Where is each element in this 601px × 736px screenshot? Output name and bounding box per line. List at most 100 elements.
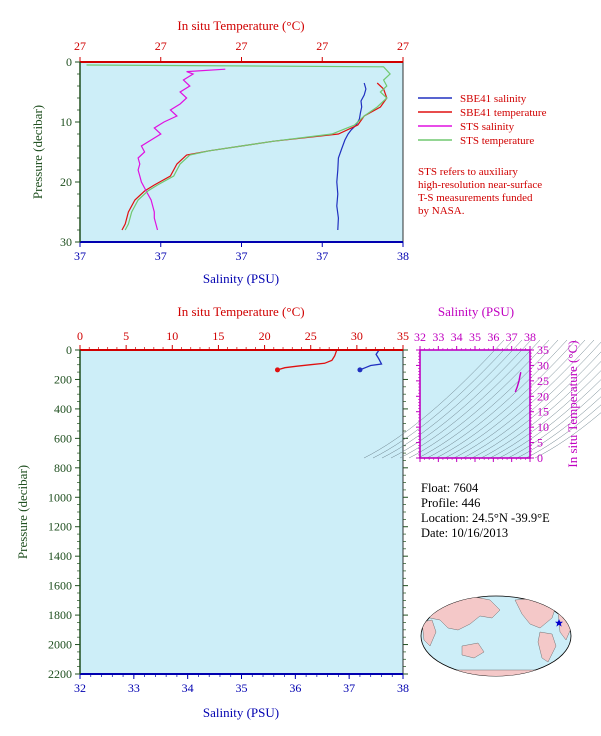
bottom-salinity-end-marker (357, 367, 363, 373)
ts-sal-tick-label: 37 (506, 330, 518, 344)
bottom-pressure-tick-label: 1400 (48, 549, 72, 563)
ts-density-contour (498, 379, 601, 459)
profile-date: Date: 10/16/2013 (421, 526, 509, 540)
ts-temp-tick-label: 25 (537, 374, 549, 388)
bottom-sal-tick-label: 34 (182, 681, 194, 695)
bottom-temp-tick-label: 35 (397, 329, 409, 343)
top-sal-tick-label: 37 (316, 249, 328, 263)
ts-temp-tick-label: 30 (537, 358, 549, 372)
top-temp-tick-label: 27 (155, 39, 167, 53)
bottom-series-group (274, 350, 383, 373)
map-float-marker (555, 619, 563, 627)
bottom-plot-area (80, 350, 403, 674)
bottom-temperature-axis-title: In situ Temperature (°C) (177, 304, 304, 319)
bottom-panel: 0 5 10 15 20 25 30 35 32 33 34 35 36 37 38 0 200 400 600 80… (15, 304, 409, 720)
map-land-australia (461, 642, 485, 659)
bottom-pressure-tick-label: 1200 (48, 520, 72, 534)
bottom-pressure-tick-label: 1000 (48, 490, 72, 504)
bottom-temp-tick-label: 5 (123, 329, 129, 343)
map-land-south-america (537, 631, 557, 663)
bottom-temp-tick-label: 15 (212, 329, 224, 343)
top-pressure-tick-label: 10 (60, 115, 72, 129)
bottom-temp-tick-label: 20 (259, 329, 271, 343)
top-temp-tick-label: 27 (397, 39, 409, 53)
ts-density-contour (426, 339, 568, 459)
ts-temp-tick-label: 35 (537, 343, 549, 357)
legend-label: STS salinity (460, 121, 515, 133)
bottom-temp-tick-label: 10 (166, 329, 178, 343)
bottom-sal-tick-label: 35 (236, 681, 248, 695)
ts-temp-tick-label: 10 (537, 420, 549, 434)
ts-sal-tick-label: 35 (469, 330, 481, 344)
ts-density-contour (435, 339, 577, 459)
top-plot-area (80, 62, 403, 242)
bottom-salinity-line (359, 350, 383, 371)
legend-label: STS temperature (460, 135, 534, 147)
map-float-star (555, 619, 563, 627)
bottom-sal-tick-label: 38 (397, 681, 409, 695)
float-id: Float: 7604 (421, 481, 479, 495)
top-temp-tick-label: 27 (236, 39, 248, 53)
ts-sal-tick-label: 33 (432, 330, 444, 344)
sts-note-line-4: by NASA. (418, 205, 465, 217)
map-land-africa-west (421, 619, 437, 647)
top-temperature-axis-title: In situ Temperature (°C) (177, 18, 304, 33)
ts-temp-tick-label: 15 (537, 405, 549, 419)
bottom-pressure-tick-label: 1600 (48, 579, 72, 593)
bottom-pressure-tick-label: 2000 (48, 638, 72, 652)
bottom-temperature-line (277, 350, 338, 371)
top-pressure-tick-label: 20 (60, 175, 72, 189)
ts-density-contour (381, 339, 523, 459)
bottom-sal-tick-label: 33 (128, 681, 140, 695)
bottom-pressure-tick-label: 800 (54, 461, 72, 475)
top-sal-tick-label: 37 (155, 249, 167, 263)
top-series-line (86, 64, 391, 231)
top-panel-ticks: 27 27 27 27 27 37 37 37 37 38 0 10 20 30 (60, 39, 409, 263)
bottom-panel-ticks: 0 5 10 15 20 25 30 35 32 33 34 35 36 37 38 0 200 400 600 80… (48, 329, 409, 695)
ts-density-contour (363, 339, 505, 459)
bottom-pressure-axis-title: Pressure (decibar) (15, 465, 30, 559)
ts-curve (514, 372, 522, 393)
ts-sal-tick-label: 32 (414, 330, 426, 344)
bottom-temperature-end-marker (274, 367, 280, 373)
ts-density-contour (525, 404, 601, 459)
ts-salinity-axis-title: Salinity (PSU) (438, 304, 514, 319)
ts-density-contour (516, 396, 601, 459)
bottom-pressure-tick-label: 600 (54, 431, 72, 445)
top-pressure-tick-label: 30 (60, 235, 72, 249)
bottom-pressure-tick-label: 0 (66, 343, 72, 357)
bottom-sal-tick-label: 36 (289, 681, 301, 695)
legend-label: SBE41 temperature (460, 107, 547, 119)
bottom-temp-tick-label: 0 (77, 329, 83, 343)
bottom-pressure-tick-label: 1800 (48, 608, 72, 622)
ts-density-contour (390, 339, 532, 459)
bottom-pressure-tick-label: 2200 (48, 667, 72, 681)
ts-density-contour (444, 339, 586, 459)
ts-temp-tick-label: 5 (537, 436, 543, 450)
ts-sal-tick-label: 38 (524, 330, 536, 344)
ts-density-contour (480, 361, 601, 459)
top-salinity-axis-title: Salinity (PSU) (203, 271, 279, 286)
bottom-pressure-tick-label: 200 (54, 372, 72, 386)
profile-number: Profile: 446 (421, 496, 481, 510)
top-series-group (86, 64, 391, 231)
legend-label: SBE41 salinity (460, 93, 527, 105)
ts-density-contour (462, 341, 601, 459)
top-sal-tick-label: 37 (236, 249, 248, 263)
top-pressure-axis-title: Pressure (decibar) (30, 105, 45, 199)
bottom-temp-tick-label: 30 (351, 329, 363, 343)
ts-density-contour (417, 339, 559, 459)
top-sal-tick-label: 37 (74, 249, 86, 263)
ts-density-contour (534, 412, 601, 459)
legend: SBE41 salinity SBE41 temperature STS salin… (418, 93, 547, 147)
sts-note-line-2: high-resolution near-surface (418, 179, 543, 191)
float-location: Location: 24.5°N -39.9°E (421, 511, 550, 525)
ts-density-contour (489, 370, 601, 459)
top-series-line (137, 68, 226, 231)
ts-sal-tick-label: 34 (451, 330, 463, 344)
sts-note-line-3: T-S measurements funded (418, 192, 533, 204)
ts-sal-tick-label: 36 (487, 330, 499, 344)
